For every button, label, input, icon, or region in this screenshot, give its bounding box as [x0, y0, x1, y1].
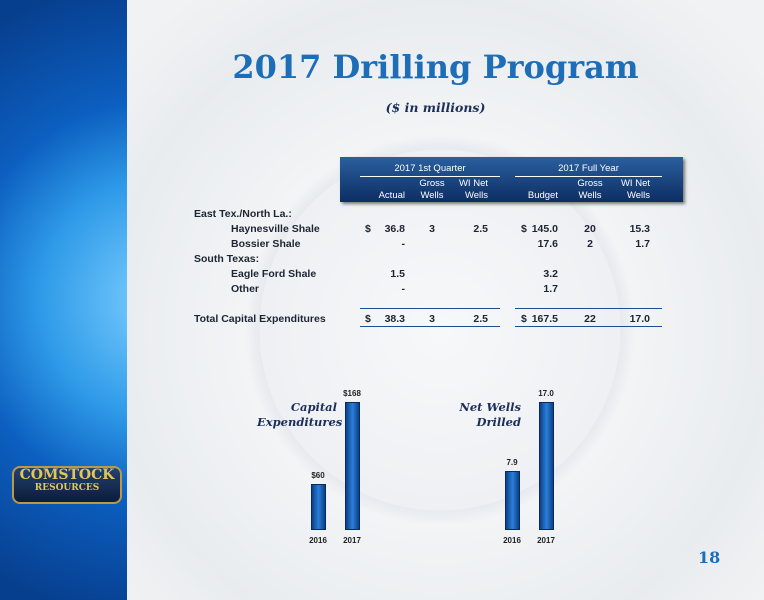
cell: 15.3	[629, 223, 650, 235]
cell: 22	[584, 313, 596, 325]
cell: -	[401, 238, 406, 250]
row-label: Eagle Ford Shale	[231, 268, 317, 280]
cell: 36.8	[384, 223, 405, 235]
category-label: 2017	[343, 536, 361, 545]
cell: 3	[429, 313, 435, 325]
rule	[515, 176, 662, 177]
value-label: $60	[311, 471, 325, 481]
rule	[515, 308, 662, 309]
cell: $	[365, 223, 371, 235]
column-header: WI Net	[620, 178, 650, 189]
cell: 20	[584, 223, 596, 235]
cell: 1.7	[635, 238, 650, 250]
bar	[311, 484, 326, 530]
column-header: Budget	[527, 190, 558, 201]
cell: 2.5	[473, 313, 488, 325]
cell: 145.0	[531, 223, 558, 235]
cell: -	[401, 283, 406, 295]
category-label: 2016	[309, 536, 327, 545]
value-label: 7.9	[506, 457, 518, 467]
row-label: Bossier Shale	[231, 238, 301, 250]
cell: 2.5	[473, 223, 488, 235]
category-label: 2017	[537, 536, 555, 545]
cell: 167.5	[531, 313, 558, 325]
column-header: Actual	[378, 190, 405, 201]
row-label: Other	[231, 283, 260, 295]
column-header: Gross	[419, 178, 445, 189]
column-header: Wells	[464, 190, 488, 201]
subtitle: ($ in millions)	[385, 100, 486, 115]
rule	[515, 326, 662, 327]
page-number: 18	[698, 548, 721, 567]
column-header: WI Net	[458, 178, 488, 189]
cell: 1.5	[390, 268, 405, 280]
cell: $	[365, 313, 371, 325]
column-header: Wells	[626, 190, 650, 201]
logo-text: COMSTOCK	[19, 467, 115, 483]
bar	[505, 470, 520, 530]
cell: $	[521, 223, 527, 235]
category-label: 2016	[503, 536, 521, 545]
decor-band	[0, 0, 127, 600]
value-label: 17.0	[538, 389, 554, 398]
logo: COMSTOCK RESOURCES	[12, 466, 122, 504]
cell: 1.7	[543, 283, 558, 295]
cell: 3.2	[543, 268, 558, 280]
row-label: South Texas:	[194, 253, 260, 265]
cell: 17.0	[629, 313, 650, 325]
column-header: Gross	[577, 178, 603, 189]
chart-title: Net Wells Drilled	[459, 400, 521, 429]
bar	[539, 402, 554, 530]
column-header: Wells	[420, 190, 444, 201]
cell: 38.3	[384, 313, 405, 325]
rule	[360, 308, 500, 309]
chart-title: Capital Expenditures	[257, 400, 343, 429]
cell: 17.6	[537, 238, 558, 250]
title: 2017 Drilling Program	[232, 48, 639, 86]
logo-text: RESOURCES	[34, 483, 100, 493]
group-header: 2017 Full Year	[558, 163, 619, 174]
value-label: $168	[343, 389, 361, 398]
column-header: Wells	[578, 190, 602, 201]
cell: 2	[587, 238, 593, 250]
row-label: East Tex./North La.:	[194, 208, 292, 220]
rule	[360, 326, 500, 327]
rule	[360, 176, 500, 177]
cell: 3	[429, 223, 435, 235]
group-header: 2017 1st Quarter	[394, 163, 466, 174]
row-label: Haynesville Shale	[231, 223, 320, 235]
table-header	[340, 157, 683, 202]
cell: $	[521, 313, 527, 325]
row-label: Total Capital Expenditures	[194, 313, 326, 325]
bar	[345, 402, 360, 530]
